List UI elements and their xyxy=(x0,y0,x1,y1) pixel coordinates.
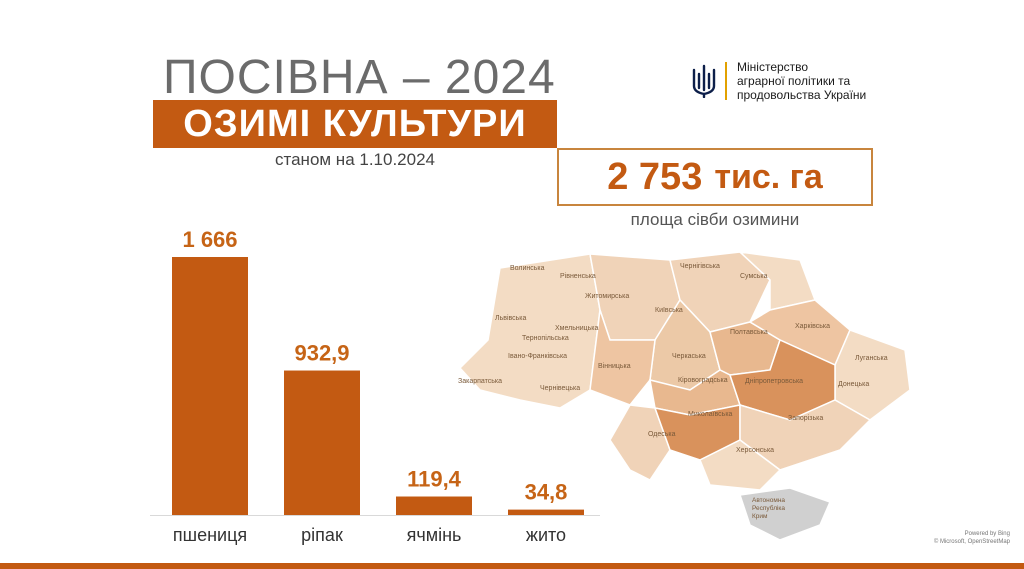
ministry-line-1: Міністерство xyxy=(737,60,809,74)
crops-bar-chart: 1 666 пшениця 932,9 ріпак 119,4 ячмінь 34,8 жит… xyxy=(150,227,600,545)
page-title: ПОСІВНА – 2024 xyxy=(163,51,556,104)
bar-3 xyxy=(508,509,584,515)
total-area-caption: площа сівби озимини xyxy=(630,210,800,229)
map-label-poltava: Полтавська xyxy=(730,329,768,336)
map-label-crimea: Автономна Республіка Крим xyxy=(752,497,787,520)
map-attribution: Powered by Bing © Microsoft, OpenStreetM… xyxy=(934,530,1010,546)
bar-value-label-1: 932,9 xyxy=(294,341,349,366)
map-label-dnipro: Дніпропетровська xyxy=(745,377,803,385)
map-label-ivano-frankivsk: Івано-Франківська xyxy=(508,352,567,360)
bar-0 xyxy=(172,257,248,515)
map-region-crimea xyxy=(739,487,832,541)
map-label-lviv: Львівська xyxy=(495,314,527,322)
ministry-name: Міністерство аграрної політики та продов… xyxy=(737,60,866,102)
ministry-line-3: продовольства України xyxy=(737,88,867,102)
map-label-zaporizhzhia: Запорізька xyxy=(788,414,823,422)
category-label-1: ріпак xyxy=(301,525,343,545)
total-area-unit: тис. га xyxy=(714,157,823,196)
ministry-logo: Міністерство аграрної політики та продов… xyxy=(691,60,866,102)
map-label-zhytomyr: Житомирська xyxy=(585,293,629,300)
map-label-kharkiv: Харківська xyxy=(795,322,830,330)
map-label-luhansk: Луганська xyxy=(855,355,888,362)
map-attribution-line-2: © Microsoft, OpenStreetMap xyxy=(933,539,1010,545)
trident-icon xyxy=(692,64,716,98)
as-of-date: станом на 1.10.2024 xyxy=(275,150,435,169)
bar-1 xyxy=(284,370,360,515)
ukraine-map: Волинська Рівненська Чернігівська Сумськ… xyxy=(458,250,911,541)
bottom-accent-bar xyxy=(0,563,1024,569)
map-label-chernihiv: Чернігівська xyxy=(680,262,720,270)
total-area-value: 2 753 xyxy=(607,155,703,198)
ministry-divider xyxy=(725,62,727,100)
map-label-volyn: Волинська xyxy=(510,265,545,272)
bar-value-label-3: 34,8 xyxy=(525,480,568,505)
map-label-zakarpattia: Закарпатська xyxy=(458,378,502,385)
map-label-vinnytsia: Вінницька xyxy=(598,362,631,370)
map-label-kirovohrad: Кіровоградська xyxy=(678,376,728,384)
ministry-line-2: аграрної політики та xyxy=(737,74,851,88)
bar-2 xyxy=(396,496,472,515)
bar-value-label-2: 119,4 xyxy=(407,467,462,492)
map-label-chernivtsi: Чернівецька xyxy=(540,384,580,392)
map-label-kyiv: Київська xyxy=(655,307,683,314)
bar-value-label-0: 1 666 xyxy=(182,227,237,252)
page-subtitle-band: ОЗИМІ КУЛЬТУРИ xyxy=(153,100,557,148)
map-label-kherson: Херсонська xyxy=(736,447,774,454)
map-label-rivne: Рівненська xyxy=(560,272,596,280)
map-label-cherkasy: Черкаська xyxy=(672,353,706,360)
map-label-donetsk: Донецька xyxy=(838,381,869,388)
total-area-box: 2 753 тис. га xyxy=(557,148,873,206)
page-subtitle: ОЗИМІ КУЛЬТУРИ xyxy=(183,102,527,145)
map-region-kherson xyxy=(699,439,782,491)
map-label-mykolaiv: Миколаївська xyxy=(688,411,733,418)
map-label-ternopil: Тернопільська xyxy=(522,334,569,342)
map-label-odesa: Одеська xyxy=(648,431,676,438)
category-label-3: жито xyxy=(526,525,566,545)
map-attribution-line-1: Powered by Bing xyxy=(964,531,1010,537)
map-label-sumy: Сумська xyxy=(740,273,768,280)
map-label-khmelnytskyi: Хмельницька xyxy=(555,325,599,332)
category-label-0: пшениця xyxy=(173,525,247,545)
category-label-2: ячмінь xyxy=(407,525,462,545)
